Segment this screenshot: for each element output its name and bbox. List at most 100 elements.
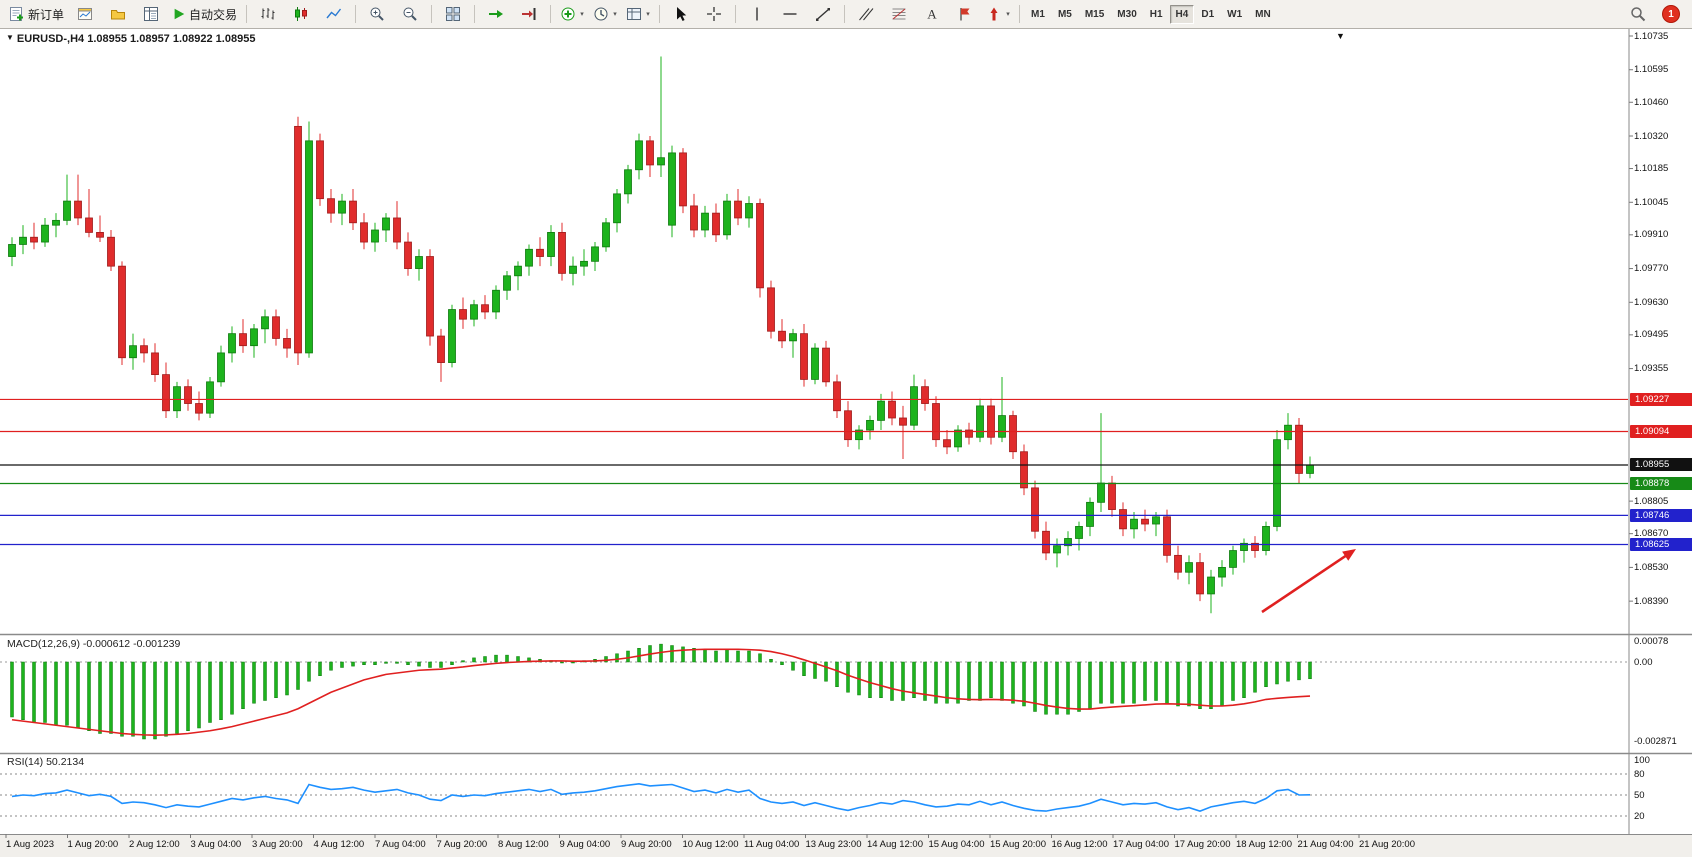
text-label-tool-button[interactable] [949, 2, 981, 26]
vertical-line-tool-button[interactable] [741, 2, 773, 26]
bear-candle [283, 338, 291, 349]
toolbar-separator [246, 5, 248, 23]
bull-candle [745, 203, 753, 219]
timeframe-button-h1[interactable]: H1 [1149, 8, 1163, 20]
channel-tool-button[interactable] [850, 2, 882, 26]
trend-arrow-head[interactable] [1342, 549, 1356, 561]
macd-histogram-bar [1286, 661, 1290, 682]
macd-histogram-bar [10, 661, 14, 718]
macd-histogram-bar [131, 661, 135, 737]
timeframe-button-m15[interactable]: M15 [1084, 8, 1105, 20]
macd-histogram-bar [1011, 661, 1015, 704]
bear-candle [1196, 562, 1204, 595]
crosshair-icon [707, 7, 722, 21]
timeframe-button-m5[interactable]: M5 [1057, 8, 1072, 20]
bull-candle [1185, 562, 1193, 573]
bear-candle [778, 330, 786, 342]
bull-candle [514, 265, 522, 277]
templates-button[interactable]: ▾ [622, 2, 654, 26]
chevron-down-icon: ▾ [580, 11, 584, 18]
macd-histogram-bar [912, 661, 916, 698]
bear-candle [899, 417, 907, 426]
chart-shift-button[interactable] [513, 2, 545, 26]
notifications-button[interactable]: 1 [1655, 2, 1687, 26]
timeframe-button-mn[interactable]: MN [1255, 8, 1271, 20]
macd-histogram-bar [956, 661, 960, 704]
new-chart-icon [78, 8, 93, 20]
bull-candle [1218, 567, 1226, 578]
bull-candle [998, 415, 1006, 438]
trend-arrow[interactable] [1261, 551, 1352, 614]
bear-candle [646, 140, 654, 166]
fibonacci-tool-button[interactable] [883, 2, 915, 26]
macd-indicator-label: MACD(12,26,9) -0.000612 -0.001239 [7, 638, 181, 650]
bear-candle [272, 316, 280, 339]
toolbar: 新订单 自动交易 ▾ ▾ [0, 0, 1692, 29]
chart-shift-marker: ▼ [1336, 31, 1345, 41]
bull-candle [624, 169, 632, 195]
bear-candle [833, 381, 841, 412]
macd-histogram-bar [1143, 661, 1147, 701]
bull-candle [1053, 545, 1061, 554]
auto-scroll-button[interactable] [480, 2, 512, 26]
market-watch-button[interactable] [135, 2, 167, 26]
bear-candle [360, 222, 368, 243]
bull-candle [547, 232, 555, 257]
timeframe-button-m1[interactable]: M1 [1031, 8, 1045, 20]
timeframe-button-h4[interactable]: H4 [1169, 4, 1195, 24]
search-button[interactable] [1622, 2, 1654, 26]
zoom-out-button[interactable] [394, 2, 426, 26]
macd-histogram-bar [758, 653, 762, 663]
timeframe-button-m30[interactable]: M30 [1117, 8, 1137, 20]
tile-windows-icon [446, 7, 461, 21]
macd-histogram-bar [813, 661, 817, 679]
horizontal-line-tool-button[interactable] [774, 2, 806, 26]
bear-candle [888, 400, 896, 419]
candlestick-mode-button[interactable] [285, 2, 317, 26]
macd-histogram-bar [241, 661, 245, 709]
cursor-tool-button[interactable] [665, 2, 697, 26]
clock-icon [594, 7, 608, 21]
new-chart-button[interactable] [69, 2, 101, 26]
bull-candle [1086, 501, 1094, 527]
macd-histogram-bar [1165, 661, 1169, 704]
bull-candle [613, 193, 621, 224]
macd-histogram-bar [153, 661, 157, 740]
bull-candle [1240, 542, 1248, 551]
periods-button[interactable]: ▾ [589, 2, 621, 26]
bear-candle [140, 345, 148, 354]
macd-histogram-bar [890, 661, 894, 701]
macd-histogram-bar [197, 661, 201, 729]
bear-candle [74, 200, 82, 219]
time-axis[interactable] [0, 834, 1692, 857]
macd-histogram-bar [329, 661, 333, 671]
symbol-period-label: EURUSD-,H4 [16, 33, 85, 45]
line-chart-mode-button[interactable] [318, 2, 350, 26]
timeframe-button-d1[interactable]: D1 [1201, 8, 1215, 20]
zoom-in-button[interactable] [361, 2, 393, 26]
arrows-tool-button[interactable]: ▾ [982, 2, 1014, 26]
bull-candle [1262, 526, 1270, 551]
bear-candle [426, 256, 434, 337]
macd-histogram-bar [835, 661, 839, 687]
autotrading-button[interactable]: 自动交易 [168, 2, 241, 26]
bear-candle [1251, 542, 1259, 551]
macd-histogram-bar [604, 656, 608, 663]
timeframe-button-w1[interactable]: W1 [1227, 8, 1243, 20]
chevron-down-icon: ▾ [613, 11, 617, 18]
new-order-button[interactable]: 新订单 [5, 2, 68, 26]
bull-candle [129, 345, 137, 359]
toolbar-separator [550, 5, 552, 23]
indicators-button[interactable]: ▾ [556, 2, 588, 26]
tile-windows-button[interactable] [437, 2, 469, 26]
macd-histogram-bar [318, 661, 322, 676]
text-tool-button[interactable]: A [916, 2, 948, 26]
macd-histogram-bar [1055, 661, 1059, 715]
trendline-tool-button[interactable] [807, 2, 839, 26]
crosshair-tool-button[interactable] [698, 2, 730, 26]
macd-histogram-bar [219, 661, 223, 720]
bull-candle [382, 217, 390, 231]
bear-candle [822, 347, 830, 383]
bar-chart-mode-button[interactable] [252, 2, 284, 26]
profiles-button[interactable] [102, 2, 134, 26]
